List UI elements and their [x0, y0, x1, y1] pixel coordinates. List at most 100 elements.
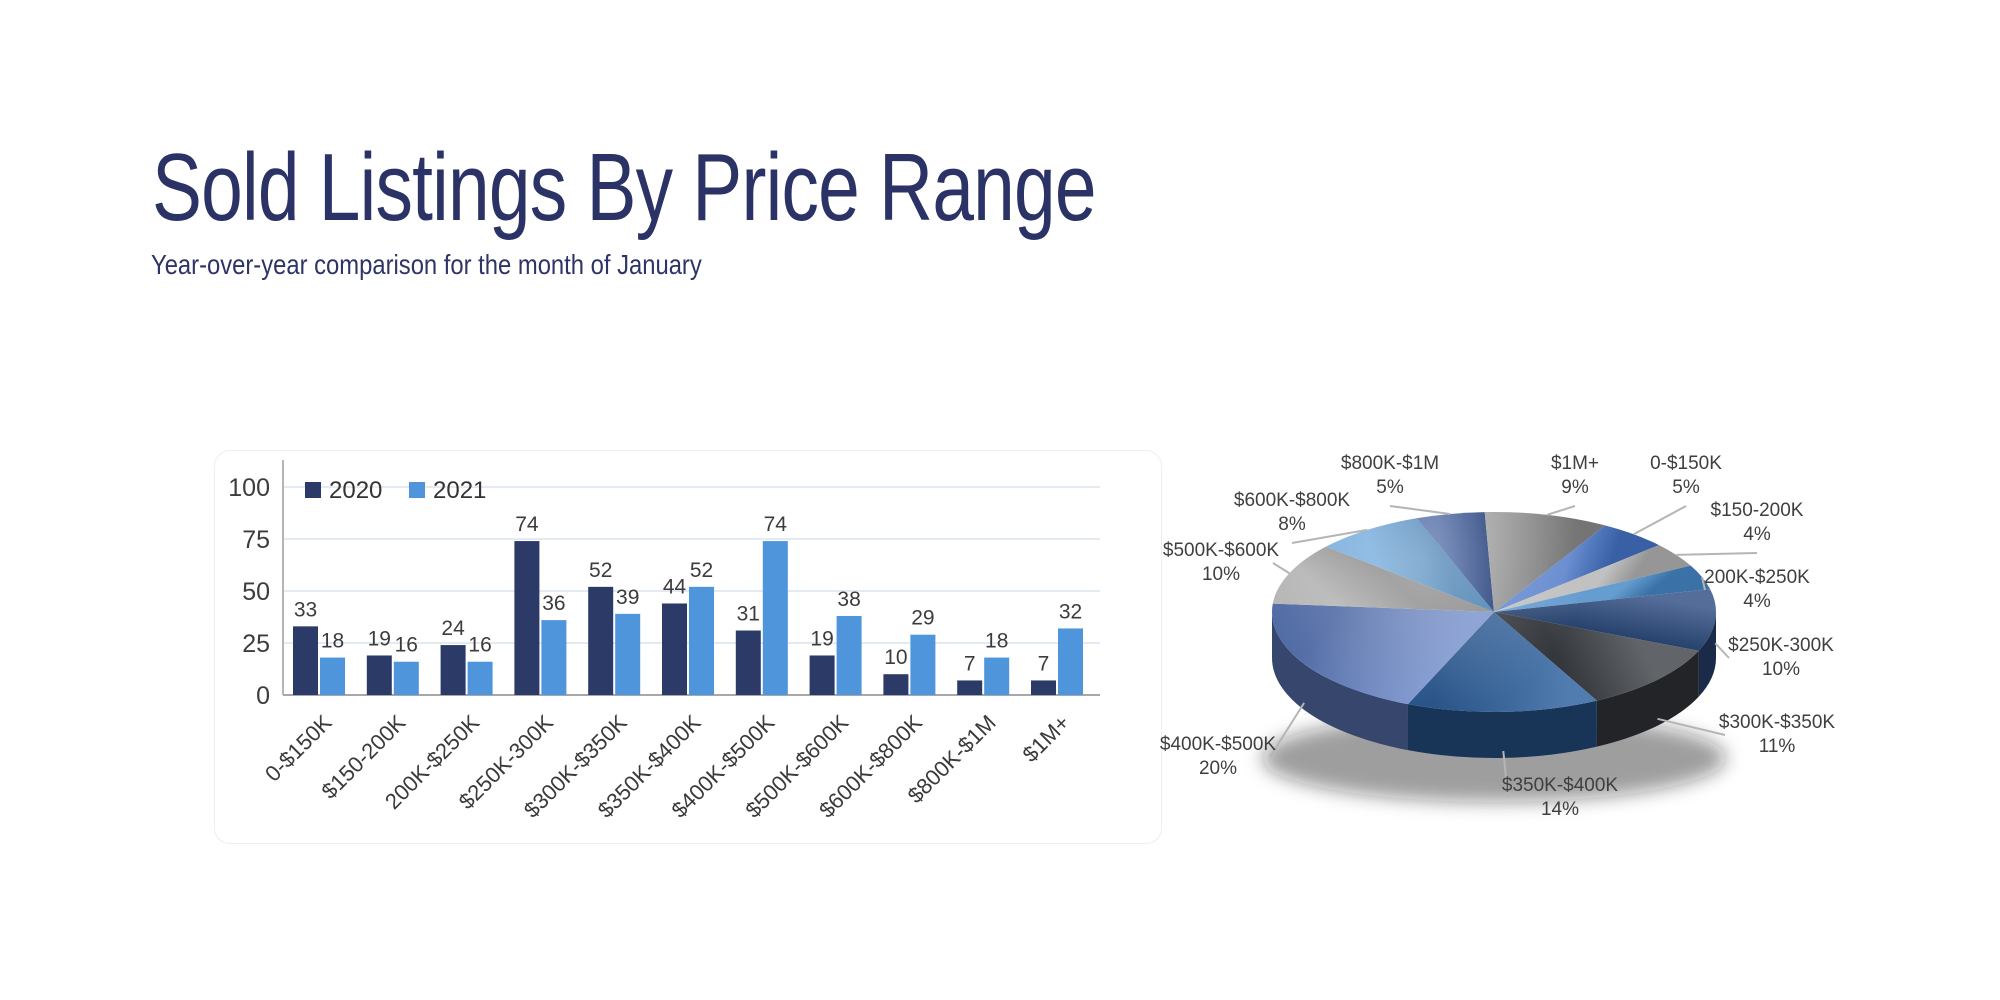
legend-swatch-2020	[305, 482, 321, 498]
bar-value-label: 18	[985, 630, 1008, 653]
pie-label-category: $300K-$350K	[1718, 712, 1836, 733]
bar-2021-5	[689, 586, 714, 695]
pie-label-percent: 4%	[1743, 524, 1771, 545]
bar-value-label: 32	[1059, 600, 1082, 623]
bar-2021-8	[910, 634, 936, 695]
bar-value-label: 10	[884, 646, 907, 669]
pie-label-category: $250K-300K	[1728, 635, 1834, 656]
bar-value-label: 7	[1038, 652, 1050, 675]
pie-leader-line-9	[1389, 505, 1451, 515]
pie-label-percent: 8%	[1278, 514, 1306, 535]
bar-chart-panel	[214, 450, 1162, 844]
bar-2020-4	[588, 586, 614, 695]
pie-slice-label-7: $500K-$600K 10%	[1163, 539, 1279, 587]
pie-wall-4	[1596, 650, 1699, 747]
bar-2021-7	[836, 615, 862, 695]
y-tick-label: 0	[256, 682, 270, 710]
bar-value-label: 29	[911, 607, 934, 630]
pie-leader-line-7	[1272, 562, 1290, 575]
y-tick-label: 25	[242, 630, 270, 658]
pie-slice-label-1: $150-200K 4%	[1711, 499, 1804, 547]
bar-2020-5	[662, 603, 687, 695]
pie-slice-label-6: $400K-$500K 20%	[1160, 733, 1276, 781]
bar-value-label: 16	[395, 634, 418, 657]
bar-value-label: 16	[468, 634, 491, 657]
pie-label-percent: 10%	[1201, 564, 1241, 585]
legend-label-2021: 2021	[433, 477, 486, 504]
pie-leader-line-5	[1502, 750, 1509, 799]
bar-value-label: 31	[737, 603, 760, 626]
pie-sheen	[1272, 512, 1716, 712]
pie-wall-5	[1407, 700, 1597, 758]
bar-value-label: 52	[690, 559, 713, 582]
pie-label-percent: 5%	[1672, 477, 1700, 498]
pie-wall-3	[1698, 612, 1716, 697]
bar-chart: 0 25 50 75 100 33 19 24 74 52 44 31 19 10 7 7 18 16 16 36 39…	[180, 440, 1120, 880]
pie-slice-label-3: $250K-300K 10%	[1728, 634, 1834, 682]
bar-2020-6	[735, 630, 761, 695]
pie-leader-line-4	[1657, 717, 1726, 736]
bar-value-label: 74	[764, 513, 788, 536]
bar-value-label: 7	[964, 652, 976, 675]
pie-label-category: $500K-$600K	[1162, 540, 1280, 561]
pie-chart: 0-$150K 5% $150-200K 4% 200K-$250K 4% $250K-30…	[1150, 430, 2000, 900]
bar-2021-10	[1058, 628, 1083, 695]
page-title: Sold Listings By Price Range	[152, 134, 1097, 241]
bar-2020-10	[1031, 680, 1056, 695]
bar-value-label: 19	[368, 627, 391, 650]
pie-wall-6	[1272, 612, 1408, 751]
bar-2020-3	[514, 541, 540, 695]
pie-slice-label-0: 0-$150K 5%	[1650, 452, 1722, 500]
bar-2021-3	[541, 620, 567, 695]
bar-value-label: 36	[542, 592, 565, 615]
pie-leader-line-1	[1676, 552, 1758, 556]
pie-label-category: $150-200K	[1710, 500, 1804, 521]
pie-leader-line-10	[1546, 505, 1576, 516]
pie-label-percent: 5%	[1376, 477, 1404, 498]
pie-chart-svg	[1262, 505, 1758, 802]
bar-value-label: 38	[837, 588, 860, 611]
bar-value-label: 18	[321, 630, 344, 653]
pie-slice-label-8: $600K-$800K 8%	[1234, 489, 1350, 537]
bar-2021-4	[615, 613, 641, 695]
pie-label-percent: 20%	[1198, 758, 1238, 779]
pie-leader-line-6	[1269, 702, 1305, 758]
bar-value-label: 52	[589, 559, 612, 582]
pie-label-percent: 10%	[1761, 659, 1801, 680]
pie-label-category: $1M+	[1550, 453, 1600, 474]
pie-label-category: 0-$150K	[1650, 453, 1722, 474]
bar-2021-2	[467, 661, 493, 695]
bar-2020-7	[809, 655, 835, 695]
bar-2021-9	[984, 657, 1010, 695]
bar-2020-2	[440, 645, 466, 695]
bar-value-label: 33	[294, 598, 317, 621]
bar-value-label: 44	[663, 575, 687, 598]
pie-slice-label-4: $300K-$350K 11%	[1719, 711, 1835, 759]
x-category-label: 0-$150K	[260, 710, 337, 787]
bar-value-label: 19	[810, 627, 833, 650]
pie-leader-line-3	[1714, 642, 1730, 659]
pie-label-percent: 14%	[1540, 799, 1580, 820]
legend-swatch-2021	[409, 482, 425, 498]
pie-slice-label-2: 200K-$250K 4%	[1704, 566, 1810, 614]
x-category-label: $1M+	[1018, 710, 1075, 767]
pie-label-category: $350K-$400K	[1501, 775, 1619, 796]
pie-label-percent: 9%	[1561, 477, 1589, 498]
y-tick-label: 75	[242, 526, 270, 554]
bar-value-label: 74	[515, 513, 539, 536]
bar-2020-9	[957, 680, 983, 695]
pie-leader-line-0	[1633, 505, 1687, 536]
bar-2020-1	[366, 655, 392, 695]
legend-label-2020: 2020	[329, 477, 382, 504]
pie-slice-label-5: $350K-$400K 14%	[1502, 774, 1618, 822]
pie-label-percent: 11%	[1758, 736, 1796, 757]
pie-label-category: $600K-$800K	[1233, 490, 1351, 511]
y-tick-label: 100	[228, 474, 270, 502]
bar-2020-8	[883, 674, 909, 695]
pie-label-category: $800K-$1M	[1340, 453, 1440, 474]
bar-2021-1	[393, 661, 419, 695]
bar-2021-6	[762, 541, 788, 695]
y-tick-label: 50	[242, 578, 270, 606]
bar-value-label: 39	[616, 586, 639, 609]
